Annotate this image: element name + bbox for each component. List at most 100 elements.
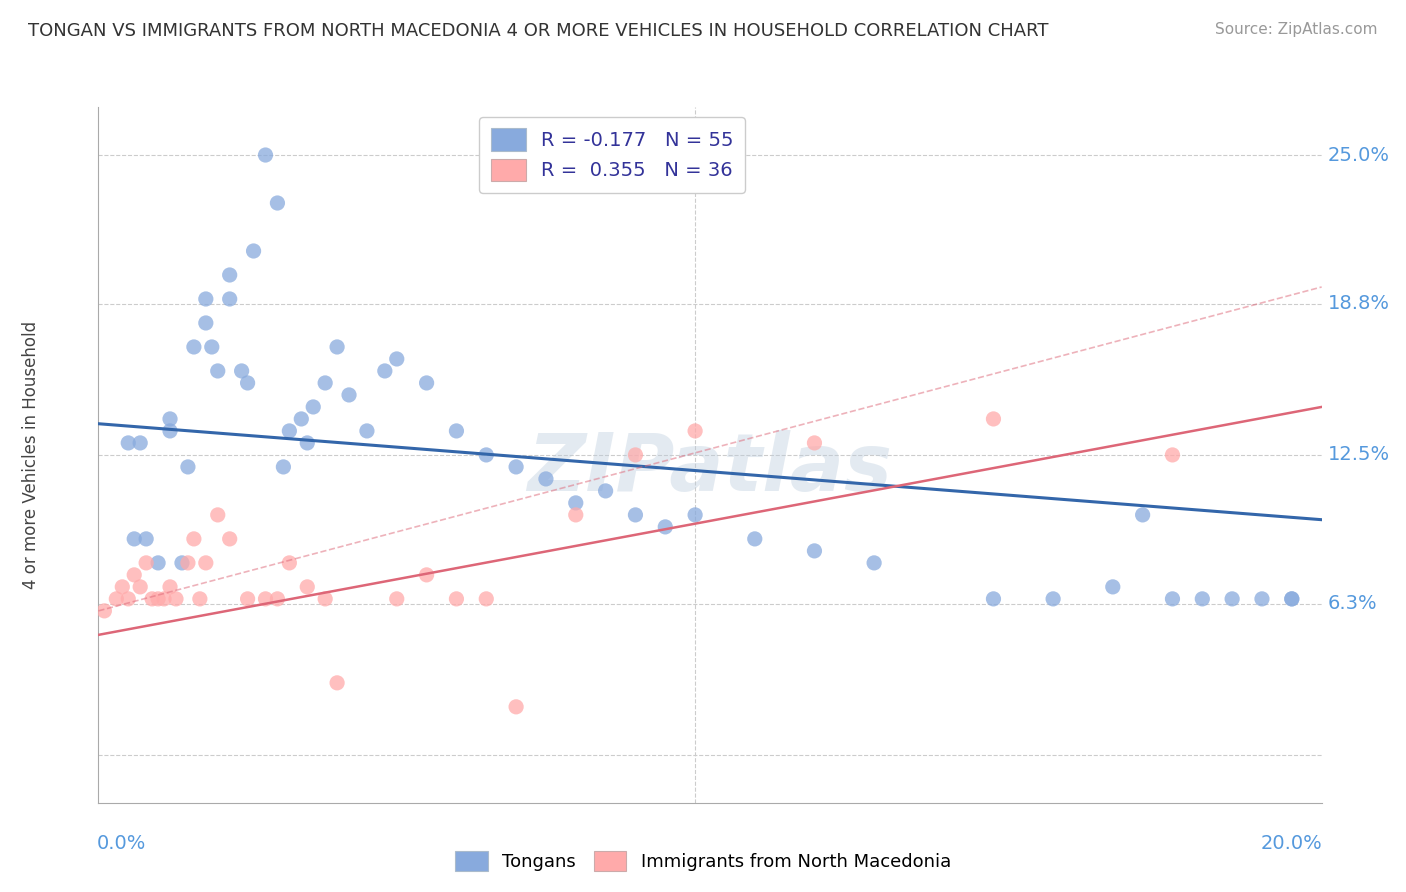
Point bbox=[170, 556, 193, 570]
Point bbox=[1281, 591, 1303, 606]
Point bbox=[1220, 591, 1243, 606]
Point bbox=[159, 424, 181, 438]
Point bbox=[803, 436, 825, 450]
Point bbox=[129, 436, 152, 450]
Point bbox=[111, 580, 134, 594]
Point bbox=[565, 508, 588, 522]
Point bbox=[129, 580, 152, 594]
Point bbox=[314, 376, 336, 390]
Point bbox=[1132, 508, 1154, 522]
Point bbox=[983, 412, 1005, 426]
Point bbox=[624, 508, 647, 522]
Point bbox=[385, 591, 408, 606]
Point bbox=[183, 532, 205, 546]
Point bbox=[165, 591, 187, 606]
Point bbox=[194, 556, 217, 570]
Point bbox=[1101, 580, 1123, 594]
Point bbox=[1281, 591, 1303, 606]
Point bbox=[415, 567, 437, 582]
Point bbox=[278, 424, 301, 438]
Point bbox=[475, 591, 498, 606]
Point bbox=[1161, 448, 1184, 462]
Point bbox=[146, 591, 169, 606]
Point bbox=[105, 591, 128, 606]
Point bbox=[803, 544, 825, 558]
Text: 0.0%: 0.0% bbox=[97, 834, 146, 853]
Point bbox=[159, 580, 181, 594]
Point bbox=[534, 472, 557, 486]
Legend: R = -0.177   N = 55, R =  0.355   N = 36: R = -0.177 N = 55, R = 0.355 N = 36 bbox=[479, 117, 745, 193]
Point bbox=[177, 459, 200, 474]
Point bbox=[278, 556, 301, 570]
Point bbox=[297, 580, 319, 594]
Point bbox=[201, 340, 224, 354]
Point bbox=[183, 340, 205, 354]
Point bbox=[446, 424, 468, 438]
Point bbox=[236, 376, 259, 390]
Point bbox=[194, 292, 217, 306]
Point bbox=[194, 316, 217, 330]
Point bbox=[266, 196, 288, 211]
Point bbox=[863, 556, 886, 570]
Point bbox=[983, 591, 1005, 606]
Point bbox=[242, 244, 264, 258]
Point bbox=[266, 591, 288, 606]
Point bbox=[207, 364, 229, 378]
Point bbox=[326, 340, 349, 354]
Legend: Tongans, Immigrants from North Macedonia: Tongans, Immigrants from North Macedonia bbox=[447, 844, 959, 879]
Text: TONGAN VS IMMIGRANTS FROM NORTH MACEDONIA 4 OR MORE VEHICLES IN HOUSEHOLD CORREL: TONGAN VS IMMIGRANTS FROM NORTH MACEDONI… bbox=[28, 22, 1049, 40]
Point bbox=[565, 496, 588, 510]
Point bbox=[254, 591, 277, 606]
Point bbox=[218, 292, 240, 306]
Point bbox=[188, 591, 211, 606]
Point bbox=[302, 400, 325, 414]
Point bbox=[236, 591, 259, 606]
Point bbox=[654, 520, 676, 534]
Text: 20.0%: 20.0% bbox=[1261, 834, 1323, 853]
Point bbox=[683, 424, 706, 438]
Text: 6.3%: 6.3% bbox=[1327, 594, 1378, 613]
Text: 12.5%: 12.5% bbox=[1327, 445, 1391, 465]
Point bbox=[297, 436, 319, 450]
Point bbox=[290, 412, 312, 426]
Point bbox=[337, 388, 360, 402]
Text: 4 or more Vehicles in Household: 4 or more Vehicles in Household bbox=[22, 321, 41, 589]
Point bbox=[1161, 591, 1184, 606]
Point bbox=[122, 532, 145, 546]
Point bbox=[446, 591, 468, 606]
Text: 25.0%: 25.0% bbox=[1327, 145, 1389, 164]
Point bbox=[385, 351, 408, 366]
Point bbox=[159, 412, 181, 426]
Point bbox=[177, 556, 200, 570]
Point bbox=[207, 508, 229, 522]
Point bbox=[117, 436, 139, 450]
Point bbox=[415, 376, 437, 390]
Point bbox=[356, 424, 378, 438]
Point bbox=[1251, 591, 1274, 606]
Point bbox=[624, 448, 647, 462]
Point bbox=[595, 483, 617, 498]
Point bbox=[326, 676, 349, 690]
Point bbox=[218, 268, 240, 282]
Point bbox=[135, 556, 157, 570]
Point bbox=[1191, 591, 1213, 606]
Point bbox=[122, 567, 145, 582]
Point bbox=[505, 459, 527, 474]
Point bbox=[744, 532, 766, 546]
Text: ZIPatlas: ZIPatlas bbox=[527, 430, 893, 508]
Point bbox=[683, 508, 706, 522]
Point bbox=[141, 591, 163, 606]
Point bbox=[93, 604, 115, 618]
Point bbox=[1042, 591, 1064, 606]
Point bbox=[231, 364, 253, 378]
Point bbox=[273, 459, 295, 474]
Point bbox=[146, 556, 169, 570]
Point bbox=[135, 532, 157, 546]
Point bbox=[153, 591, 176, 606]
Point bbox=[374, 364, 396, 378]
Text: 18.8%: 18.8% bbox=[1327, 294, 1389, 313]
Point bbox=[218, 532, 240, 546]
Point bbox=[117, 591, 139, 606]
Point bbox=[254, 148, 277, 162]
Point bbox=[475, 448, 498, 462]
